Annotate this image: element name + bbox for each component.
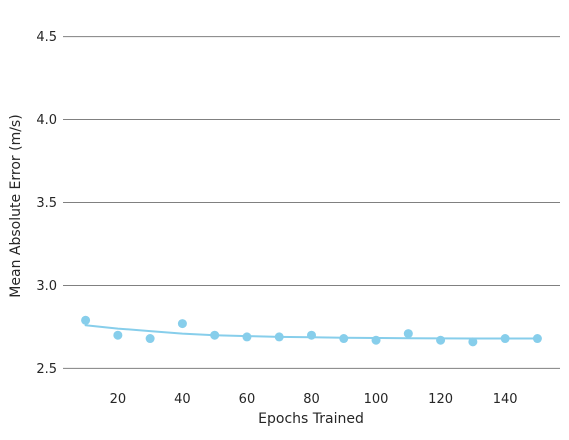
data-point (242, 332, 252, 342)
data-point (339, 334, 349, 344)
data-point (145, 334, 155, 344)
x-tick-label: 80 (303, 392, 320, 407)
data-point (468, 337, 478, 347)
x-tick-label: 140 (493, 392, 518, 407)
data-point (307, 330, 316, 340)
x-tick-label: 120 (428, 392, 453, 407)
y-tick-label: 3.5 (36, 196, 57, 211)
x-tick-label: 40 (174, 392, 191, 407)
y-tick-label: 2.5 (36, 362, 57, 377)
data-point (113, 330, 123, 340)
data-point (403, 329, 413, 339)
x-tick-label: 100 (364, 392, 389, 407)
data-point (210, 330, 220, 340)
x-tick-label: 60 (239, 392, 256, 407)
data-point (500, 334, 510, 344)
y-tick-label: 3.0 (36, 279, 57, 294)
data-point (177, 319, 187, 329)
tick-layer: 2.5 3.0 3.5 4.0 4.5 20 40 60 80 100 120 140 (36, 30, 517, 407)
point-layer (81, 315, 542, 347)
y-tick-label: 4.0 (36, 113, 57, 128)
grid-layer (63, 36, 560, 369)
x-tick-label: 20 (110, 392, 127, 407)
data-point (436, 335, 446, 345)
x-axis-title: Epochs Trained (258, 411, 364, 427)
y-axis-title: Mean Absolute Error (m/s) (8, 114, 24, 297)
data-point (532, 334, 542, 344)
data-point (274, 332, 284, 342)
y-tick-label: 4.5 (36, 30, 57, 45)
data-point (371, 335, 381, 345)
data-point (81, 315, 91, 325)
